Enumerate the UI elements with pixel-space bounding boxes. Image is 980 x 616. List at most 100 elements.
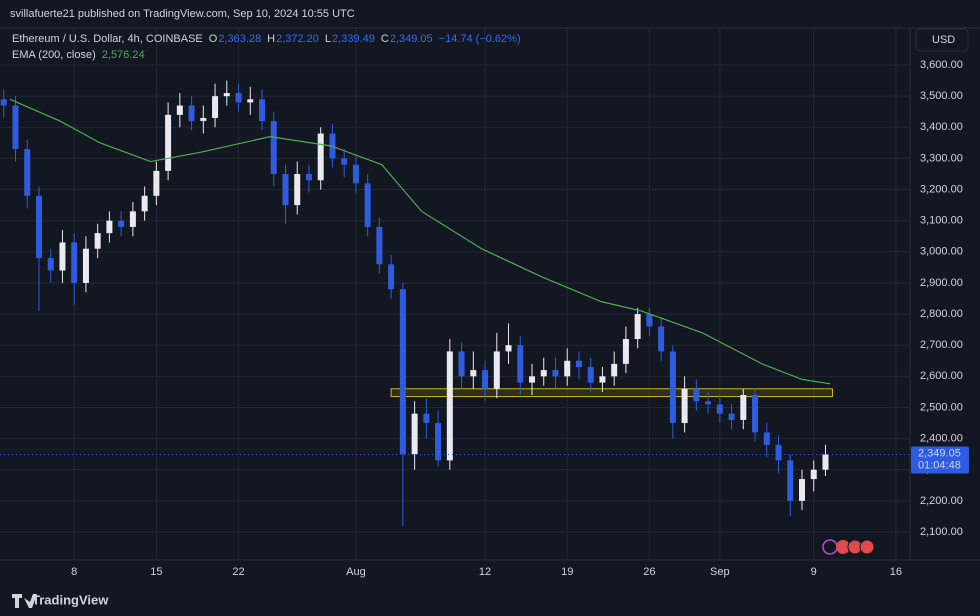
candle-body: [482, 370, 489, 389]
candle-body: [129, 211, 136, 227]
candle-body: [282, 173, 289, 206]
legend-symbol: Ethereum / U.S. Dollar, 4h, COINBASE: [12, 33, 203, 45]
candle-body: [294, 173, 301, 206]
candle-body: [165, 114, 172, 171]
candle-body: [575, 360, 582, 367]
x-tick-label: 19: [561, 566, 573, 578]
candle-body: [0, 99, 7, 106]
candle-body: [423, 413, 430, 424]
x-tick-label: 8: [71, 566, 77, 578]
icon: [836, 540, 850, 554]
candle-body: [728, 413, 735, 420]
candle-body: [24, 149, 31, 196]
candle-body: [681, 388, 688, 424]
candle-body: [763, 432, 770, 445]
candle-body: [212, 96, 219, 118]
y-tick-label: 3,200.00: [920, 183, 963, 195]
candle-body: [35, 195, 42, 259]
candle-body: [599, 376, 606, 383]
candle-body: [552, 370, 559, 377]
plot: [0, 28, 910, 560]
x-tick-label: 16: [890, 566, 902, 578]
candle-body: [317, 133, 324, 181]
candle-body: [305, 173, 312, 181]
y-tick-label: 3,100.00: [920, 215, 963, 227]
candle-body: [376, 226, 383, 265]
candle-body: [71, 242, 78, 283]
candle-body: [470, 370, 477, 377]
y-tick-label: 2,600.00: [920, 370, 963, 382]
legend-line: Ethereum / U.S. Dollar, 4h, COINBASE O2,3…: [12, 33, 521, 45]
candle-body: [435, 423, 442, 461]
y-tick-label: 2,500.00: [920, 401, 963, 413]
icon: [859, 539, 875, 555]
candle-body: [259, 99, 266, 122]
candle-body: [622, 338, 629, 364]
currency-button[interactable]: [915, 28, 969, 52]
legend-h: 2,372.20: [276, 33, 319, 45]
legend-change: −14.74 (−0.62%): [439, 33, 521, 45]
candle-body: [611, 363, 618, 377]
ema-value: 2,576.24: [102, 49, 145, 61]
legend-l-label: L: [325, 33, 331, 45]
candle-body: [775, 444, 782, 461]
header: svillafuerte21 published on TradingView.…: [10, 8, 355, 20]
y-tick-label: 2,400.00: [920, 433, 963, 445]
candle-body: [270, 121, 277, 174]
y-tick-label: 2,700.00: [920, 339, 963, 351]
currency[interactable]: USD: [932, 34, 955, 46]
y-tick-label: 3,300.00: [920, 152, 963, 164]
candle-body: [634, 314, 641, 339]
candle-body: [540, 370, 547, 377]
candle-body: [82, 248, 89, 283]
candle-body: [59, 242, 66, 271]
candle-body: [352, 164, 359, 184]
candle-body: [364, 183, 371, 227]
x-tick-label: Sep: [710, 566, 730, 578]
candle-body: [716, 404, 723, 414]
candle-body: [235, 93, 242, 103]
x-tick-label: 9: [811, 566, 817, 578]
candle-body: [388, 264, 395, 290]
x-tick-label: 12: [479, 566, 491, 578]
candle-body: [200, 117, 207, 122]
logo: [12, 594, 37, 608]
legend-o-label: O: [209, 33, 218, 45]
candle-body: [646, 314, 653, 327]
candle-body: [106, 220, 113, 234]
y-tick-label: 2,900.00: [920, 277, 963, 289]
x-tick-label: 15: [150, 566, 162, 578]
candle-body: [505, 345, 512, 352]
y-tick-label: 3,600.00: [920, 59, 963, 71]
candle-body: [705, 401, 712, 405]
candle-body: [12, 105, 19, 150]
candle-body: [247, 99, 254, 103]
candle-body: [458, 351, 465, 377]
zone: [390, 388, 834, 398]
candle-body: [118, 220, 125, 227]
legend-o: 2,363.28: [218, 33, 261, 45]
legend-c: 2,349.05: [390, 33, 433, 45]
candle-body: [740, 395, 747, 420]
candle-body: [529, 376, 536, 383]
candle-body: [341, 158, 348, 165]
candle-body: [822, 454, 829, 470]
candle-body: [799, 479, 806, 501]
candle-body: [564, 360, 571, 377]
candle-body: [47, 258, 54, 271]
y-tick-label: 2,800.00: [920, 308, 963, 320]
candle-body: [411, 413, 418, 455]
countdown: 01:04:48: [918, 459, 961, 471]
candle-body: [223, 93, 230, 97]
legend-c-label: C: [381, 33, 389, 45]
y-tick-label: 3,400.00: [920, 121, 963, 133]
ema-name: EMA (200, close): [12, 49, 96, 61]
candle-body: [446, 351, 453, 461]
legend-l: 2,339.49: [332, 33, 375, 45]
candle-body: [587, 366, 594, 383]
candle-body: [658, 326, 665, 352]
last-price-box: [911, 446, 969, 474]
footer: TradingView: [32, 592, 109, 607]
candle-body: [810, 469, 817, 480]
